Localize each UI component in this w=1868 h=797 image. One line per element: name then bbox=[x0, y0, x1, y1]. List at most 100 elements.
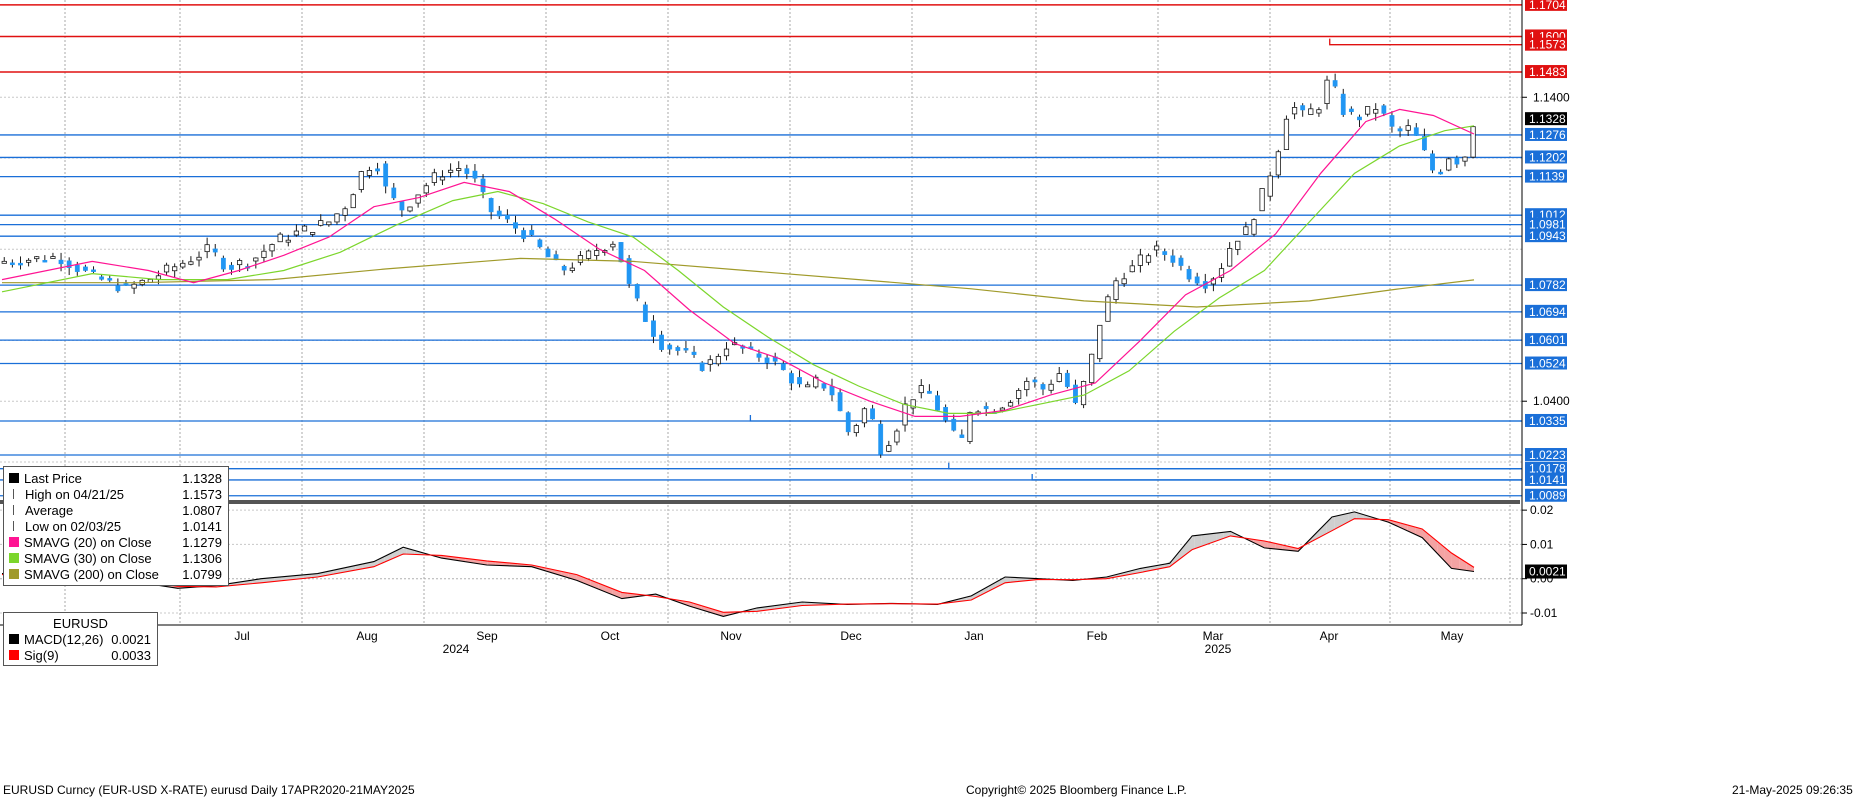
candle-body-164 bbox=[1332, 80, 1338, 87]
candle-body-32 bbox=[261, 250, 267, 258]
macd-fill-37 bbox=[274, 576, 282, 582]
macd-fill-175 bbox=[1290, 546, 1298, 552]
candle-body-48 bbox=[391, 187, 397, 199]
candle-body-11 bbox=[91, 269, 96, 272]
candle-body-93 bbox=[756, 353, 762, 358]
macd-fill-166 bbox=[1223, 531, 1232, 539]
candle-body-132 bbox=[1073, 384, 1078, 403]
candle-body-63 bbox=[513, 222, 518, 229]
price-axis-label-13: 1.0601 bbox=[1529, 333, 1566, 347]
macd-fill-102 bbox=[752, 607, 761, 612]
macd-fill-135 bbox=[995, 578, 1003, 588]
candle-body-50 bbox=[407, 206, 413, 212]
legend-row-3: Low on 02/03/25 1.0141 bbox=[4, 518, 228, 534]
candle-body-102 bbox=[829, 385, 835, 396]
macd-fill-191 bbox=[1407, 525, 1416, 535]
price-axis-label-12: 1.0694 bbox=[1529, 305, 1566, 319]
legend-value: 0.0033 bbox=[111, 647, 151, 663]
candle-body-77 bbox=[626, 258, 632, 284]
price-axis-label-18: 1.0141 bbox=[1529, 473, 1566, 487]
candle-body-158 bbox=[1283, 118, 1290, 150]
macd-fill-170 bbox=[1253, 539, 1261, 547]
macd-fill-95 bbox=[701, 605, 709, 612]
price-axis-label-bg-5 bbox=[1525, 127, 1567, 141]
candle-body-162 bbox=[1316, 109, 1322, 114]
candle-body-130 bbox=[1056, 373, 1062, 382]
price-axis-label-14: 1.0524 bbox=[1529, 357, 1566, 371]
candle-body-64 bbox=[521, 230, 527, 239]
candle-body-104 bbox=[845, 412, 851, 433]
candle-body-36 bbox=[293, 230, 300, 236]
macd-legend-row-1: Sig(9) 0.0033 bbox=[4, 647, 157, 663]
legend-value: 1.1328 bbox=[182, 470, 222, 486]
year-label-0: 2024 bbox=[443, 642, 470, 656]
price-axis-label-bg-13 bbox=[1525, 333, 1567, 347]
macd-fill-180 bbox=[1326, 516, 1335, 534]
candle-body-82 bbox=[667, 344, 673, 350]
price-axis-label-bg-7 bbox=[1525, 169, 1567, 183]
macd-fill-198 bbox=[1459, 557, 1467, 571]
macd-fill-183 bbox=[1348, 512, 1357, 522]
price-axis-label-16: 1.0223 bbox=[1529, 448, 1566, 462]
legend-label: SMAVG (20) on Close bbox=[24, 534, 152, 550]
legend-label: Average bbox=[25, 502, 74, 518]
candle-body-75 bbox=[610, 243, 616, 248]
price-axis-label-bg-0 bbox=[1525, 0, 1567, 11]
candle-body-115 bbox=[935, 395, 940, 411]
candle-body-135 bbox=[1097, 324, 1103, 360]
candle-body-6 bbox=[50, 256, 56, 259]
price-axis-label-17: 1.0178 bbox=[1529, 462, 1566, 476]
footer-left: EURUSD Curncy (EUR-USD X-RATE) eurusd Da… bbox=[3, 783, 415, 797]
candle-body-25 bbox=[204, 244, 210, 253]
macd-fill-97 bbox=[715, 610, 724, 617]
legend-label: SMAVG (30) on Close bbox=[24, 550, 152, 566]
price-axis-label-bg-2 bbox=[1525, 37, 1567, 51]
candle-body-20 bbox=[163, 264, 170, 273]
horizontal-levels bbox=[0, 4, 1522, 497]
candle-body-128 bbox=[1040, 384, 1046, 390]
legend-row-4: SMAVG (20) on Close 1.1279 bbox=[4, 534, 228, 550]
candle-body-61 bbox=[496, 210, 502, 217]
month-label-10: Mar bbox=[1203, 629, 1224, 643]
price-axis-label-bg-15 bbox=[1525, 413, 1567, 427]
legend-label: SMAVG (200) on Close bbox=[24, 566, 159, 582]
candle-body-172 bbox=[1397, 128, 1403, 132]
macd-fill-66 bbox=[487, 560, 496, 566]
candle-body-24 bbox=[196, 256, 202, 261]
candle-body-110 bbox=[894, 430, 900, 443]
legend-row-0: Last Price 1.1328 bbox=[4, 470, 228, 486]
month-label-2: Jul bbox=[234, 629, 249, 643]
legend-swatch-icon bbox=[9, 634, 19, 644]
candle-body-159 bbox=[1291, 107, 1298, 115]
price-axis-label-7: 1.1139 bbox=[1529, 170, 1565, 184]
macd-tick-label-1: 0.01 bbox=[1530, 537, 1554, 551]
macd-legend-title: EURUSD bbox=[53, 615, 108, 631]
legend-row-2: Average 1.0807 bbox=[4, 502, 228, 518]
candle-body-147 bbox=[1194, 276, 1200, 284]
legend-row-5: SMAVG (30) on Close 1.1306 bbox=[4, 550, 228, 566]
price-axis-label-2: 1.1573 bbox=[1529, 38, 1566, 52]
sma30-line bbox=[1, 125, 1475, 414]
macd-tick-label-3: -0.01 bbox=[1530, 606, 1558, 620]
candle-body-150 bbox=[1218, 268, 1225, 278]
candle-body-131 bbox=[1064, 372, 1070, 387]
candle-body-85 bbox=[691, 351, 697, 355]
candle-body-117 bbox=[951, 418, 957, 431]
macd-fill-132 bbox=[973, 590, 981, 599]
legend-value: 1.1306 bbox=[182, 550, 222, 566]
price-axis-label-bg-11 bbox=[1525, 278, 1567, 292]
candle-body-54 bbox=[439, 176, 446, 181]
footer-right: 21-May-2025 09:26:35 bbox=[1732, 783, 1853, 797]
month-label-4: Sep bbox=[476, 629, 498, 643]
candle-body-157 bbox=[1275, 151, 1281, 176]
candle-body-86 bbox=[699, 362, 705, 371]
candle-body-10 bbox=[83, 266, 88, 271]
candle-body-178 bbox=[1446, 158, 1452, 171]
legend-row-6: SMAVG (200) on Close 1.0799 bbox=[4, 566, 228, 582]
candle-body-180 bbox=[1462, 156, 1468, 162]
macd-fill-172 bbox=[1267, 541, 1276, 549]
candle-body-155 bbox=[1259, 188, 1265, 212]
month-label-8: Jan bbox=[964, 629, 983, 643]
macd-fill-35 bbox=[259, 578, 267, 583]
